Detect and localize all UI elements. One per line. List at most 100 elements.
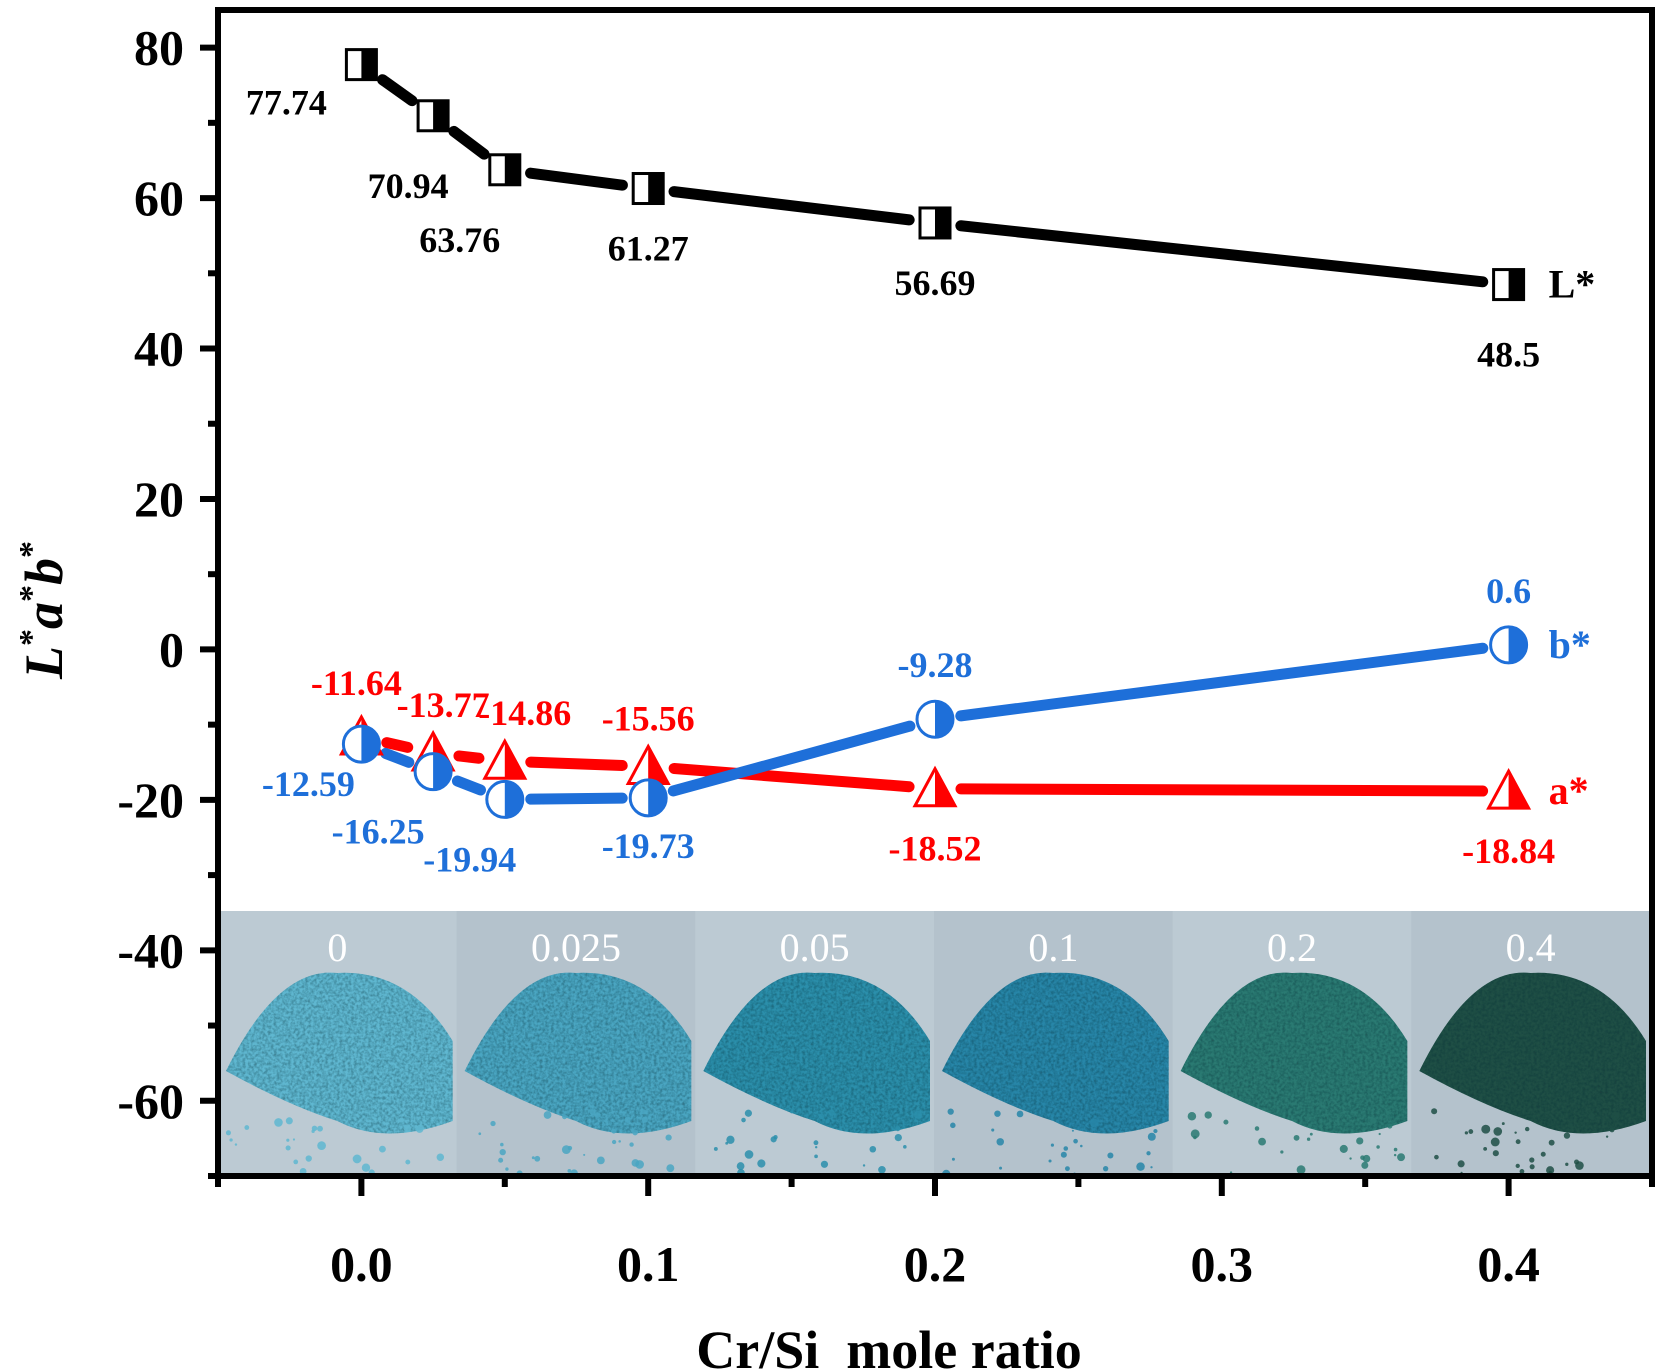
powder-particle [398, 1117, 405, 1123]
powder-texture [464, 972, 692, 1134]
data-point-marker [625, 743, 671, 785]
powder-particle [1136, 1162, 1145, 1171]
powder-particle [1080, 1144, 1083, 1148]
powder-particle [225, 1130, 231, 1136]
powder-particle [866, 1188, 873, 1195]
circle-marker-fill [504, 781, 523, 818]
powder-particle [622, 1189, 626, 1193]
powder-particle [525, 1197, 530, 1202]
powder-particle [1481, 1124, 1491, 1134]
data-label: 61.27 [608, 229, 689, 269]
powder-particle [405, 1159, 411, 1165]
photo-label: 0 [327, 925, 347, 970]
powder-particle [1464, 1131, 1469, 1135]
powder-particle [820, 1191, 824, 1195]
powder-particle [311, 1129, 315, 1133]
powder-particle [1296, 1165, 1306, 1174]
powder-particle [558, 1189, 561, 1192]
powder-particle [999, 1166, 1003, 1170]
powder-particle [1339, 1144, 1348, 1153]
powder-particle [1546, 1166, 1555, 1174]
powder-particle [1393, 1147, 1398, 1152]
powder-particle [274, 1202, 277, 1205]
powder-particle [234, 1143, 238, 1146]
powder-particle [1397, 1153, 1406, 1162]
data-label: 56.69 [895, 263, 976, 303]
powder-particle [1431, 1108, 1438, 1115]
powder-particle [744, 1150, 754, 1159]
powder-particle [736, 1162, 745, 1170]
powder-particle [757, 1159, 766, 1168]
powder-particle [947, 1108, 954, 1115]
circle-marker-fill [935, 701, 954, 738]
data-point-marker [918, 206, 952, 240]
sample-photo: 0.025 [456, 911, 696, 1202]
y-title-L: L [14, 646, 74, 680]
powder-particle [862, 1164, 866, 1167]
y-title-star-1: * [13, 629, 50, 646]
series-line-segment [381, 737, 414, 753]
powder-particle [1524, 1200, 1531, 1207]
powder-particle [951, 1157, 955, 1161]
powder-particle [713, 1146, 718, 1151]
powder-particle [1532, 1114, 1537, 1119]
powder-particle [1524, 1184, 1529, 1189]
data-label: -15.56 [602, 698, 695, 738]
powder-particle [828, 1109, 835, 1116]
powder-particle [1193, 1135, 1197, 1140]
powder-particle [624, 1116, 631, 1123]
ticks: -60 -40 -20 0 20 40 60 80 0.0 0.1 0.2 0.3 0.4 [117, 20, 1655, 1292]
powder-particle [1386, 1110, 1390, 1115]
powder-particle [1307, 1123, 1313, 1128]
powder-particle [478, 1132, 482, 1136]
data-point-marker [912, 765, 958, 808]
y-tick-label: -40 [117, 922, 184, 978]
powder-particle [1434, 1154, 1439, 1160]
powder-particle [1102, 1166, 1109, 1172]
powder-particle [1249, 1194, 1253, 1198]
powder-texture [942, 972, 1169, 1134]
powder-particle [1063, 1146, 1069, 1151]
powder-particle [1529, 1157, 1535, 1163]
powder-particle [1146, 1151, 1151, 1156]
circle-marker-fill [648, 779, 667, 816]
powder-particle [1588, 1112, 1595, 1120]
powder-particle [1258, 1137, 1266, 1146]
powder-particle [235, 1204, 240, 1209]
powder-particle [1060, 1151, 1067, 1158]
triangle-marker-fill [648, 746, 669, 784]
powder-particle [1519, 1169, 1525, 1174]
powder-particle [1529, 1164, 1535, 1170]
y-tick-label: 20 [134, 471, 184, 527]
powder-particle [1356, 1137, 1364, 1145]
powder-particle [641, 1109, 647, 1115]
circle-marker-fill [361, 726, 380, 763]
powder-particle [1090, 1118, 1099, 1128]
powder-particle [792, 1198, 799, 1205]
square-marker-fill [433, 100, 449, 131]
y-axis-title: L*a*b* [13, 541, 74, 680]
powder-particle [1293, 1134, 1300, 1141]
powder-particle [285, 1117, 293, 1125]
powder-particle [416, 1185, 423, 1192]
powder-particle [894, 1133, 902, 1142]
circle-marker-fill [1508, 626, 1527, 663]
powder-particle [1247, 1182, 1252, 1187]
powder-particle [1129, 1109, 1135, 1115]
sample-photo: 0.4 [1411, 911, 1650, 1207]
data-label: -9.28 [898, 645, 973, 685]
powder-particle [1362, 1154, 1371, 1163]
series-lines [377, 74, 1489, 805]
powder-particle [1349, 1157, 1352, 1160]
svg-text:L*a*b*: L*a*b* [13, 541, 74, 680]
y-tick-label: -20 [117, 772, 184, 828]
data-label: 63.76 [419, 220, 500, 260]
data-point-marker [344, 48, 378, 82]
powder-particle [368, 1169, 375, 1174]
powder-particle [1187, 1112, 1197, 1121]
powder-particle [361, 1163, 371, 1172]
powder-particle [567, 1145, 573, 1151]
powder-particle [1548, 1139, 1555, 1146]
powder-particle [229, 1138, 233, 1142]
powder-particle [903, 1145, 907, 1149]
